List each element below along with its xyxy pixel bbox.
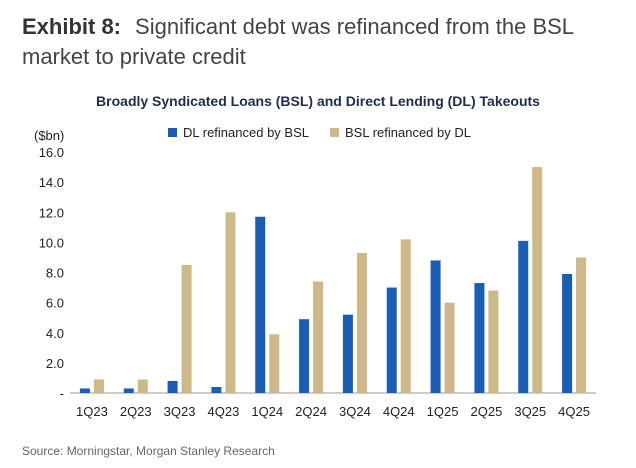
source-note: Source: Morningstar, Morgan Stanley Rese… [22,444,275,458]
x-tick-label: 4Q25 [558,404,590,419]
exhibit-label: Exhibit 8: [22,14,122,39]
bar-dl-refinanced-by-bsl [474,283,485,393]
bar-bsl-refinanced-by-dl [488,290,499,393]
bar-dl-refinanced-by-bsl [211,386,222,393]
bar-dl-refinanced-by-bsl [430,260,441,393]
y-tick-label: 16.0 [39,145,64,160]
y-tick-label: 2.0 [46,356,64,371]
x-tick-label: 1Q23 [76,404,108,419]
x-tick-label: 1Q24 [251,404,283,419]
x-tick-label: 2Q23 [120,404,152,419]
bar-bsl-refinanced-by-dl [532,167,543,393]
x-tick-label: 1Q25 [427,404,459,419]
bar-bsl-refinanced-by-dl [225,212,236,393]
bar-bsl-refinanced-by-dl [269,334,280,393]
bar-dl-refinanced-by-bsl [167,380,178,393]
y-tick-label: 6.0 [46,296,64,311]
bar-bsl-refinanced-by-dl [400,239,411,393]
legend-swatch [330,128,339,137]
bar-bsl-refinanced-by-dl [356,252,367,393]
bar-dl-refinanced-by-bsl [386,287,397,393]
y-tick-label: 14.0 [39,175,64,190]
x-tick-label: 4Q24 [383,404,415,419]
bar-dl-refinanced-by-bsl [123,388,134,393]
exhibit-title: Exhibit 8: Significant debt was refinance… [22,12,622,72]
bar-dl-refinanced-by-bsl [562,274,573,393]
y-tick-label: 12.0 [39,205,64,220]
bar-dl-refinanced-by-bsl [518,240,529,393]
x-tick-label: 2Q24 [295,404,327,419]
bar-dl-refinanced-by-bsl [299,319,310,393]
bar-bsl-refinanced-by-dl [576,257,587,393]
x-tick-label: 3Q23 [164,404,196,419]
legend-label: DL refinanced by BSL [183,125,309,140]
x-tick-label: 4Q23 [208,404,240,419]
x-tick-label: 3Q25 [514,404,546,419]
bar-dl-refinanced-by-bsl [255,216,266,393]
y-tick-label: 10.0 [39,235,64,250]
legend-label: BSL refinanced by DL [345,125,471,140]
bar-dl-refinanced-by-bsl [342,314,353,393]
bar-bsl-refinanced-by-dl [181,264,192,393]
y-tick-label: - [60,386,64,401]
bar-bsl-refinanced-by-dl [137,379,148,393]
exhibit-title-text: Significant debt was refinanced from the… [22,14,574,69]
chart-title: Broadly Syndicated Loans (BSL) and Direc… [96,93,540,109]
legend-swatch [168,128,177,137]
bar-bsl-refinanced-by-dl [93,379,104,393]
y-axis-label: ($bn) [34,128,64,143]
y-tick-label: 8.0 [46,266,64,281]
bar-bsl-refinanced-by-dl [313,281,324,393]
bar-dl-refinanced-by-bsl [79,388,90,393]
x-tick-label: 3Q24 [339,404,371,419]
bar-bsl-refinanced-by-dl [444,302,455,393]
x-tick-label: 2Q25 [471,404,503,419]
y-tick-label: 4.0 [46,326,64,341]
